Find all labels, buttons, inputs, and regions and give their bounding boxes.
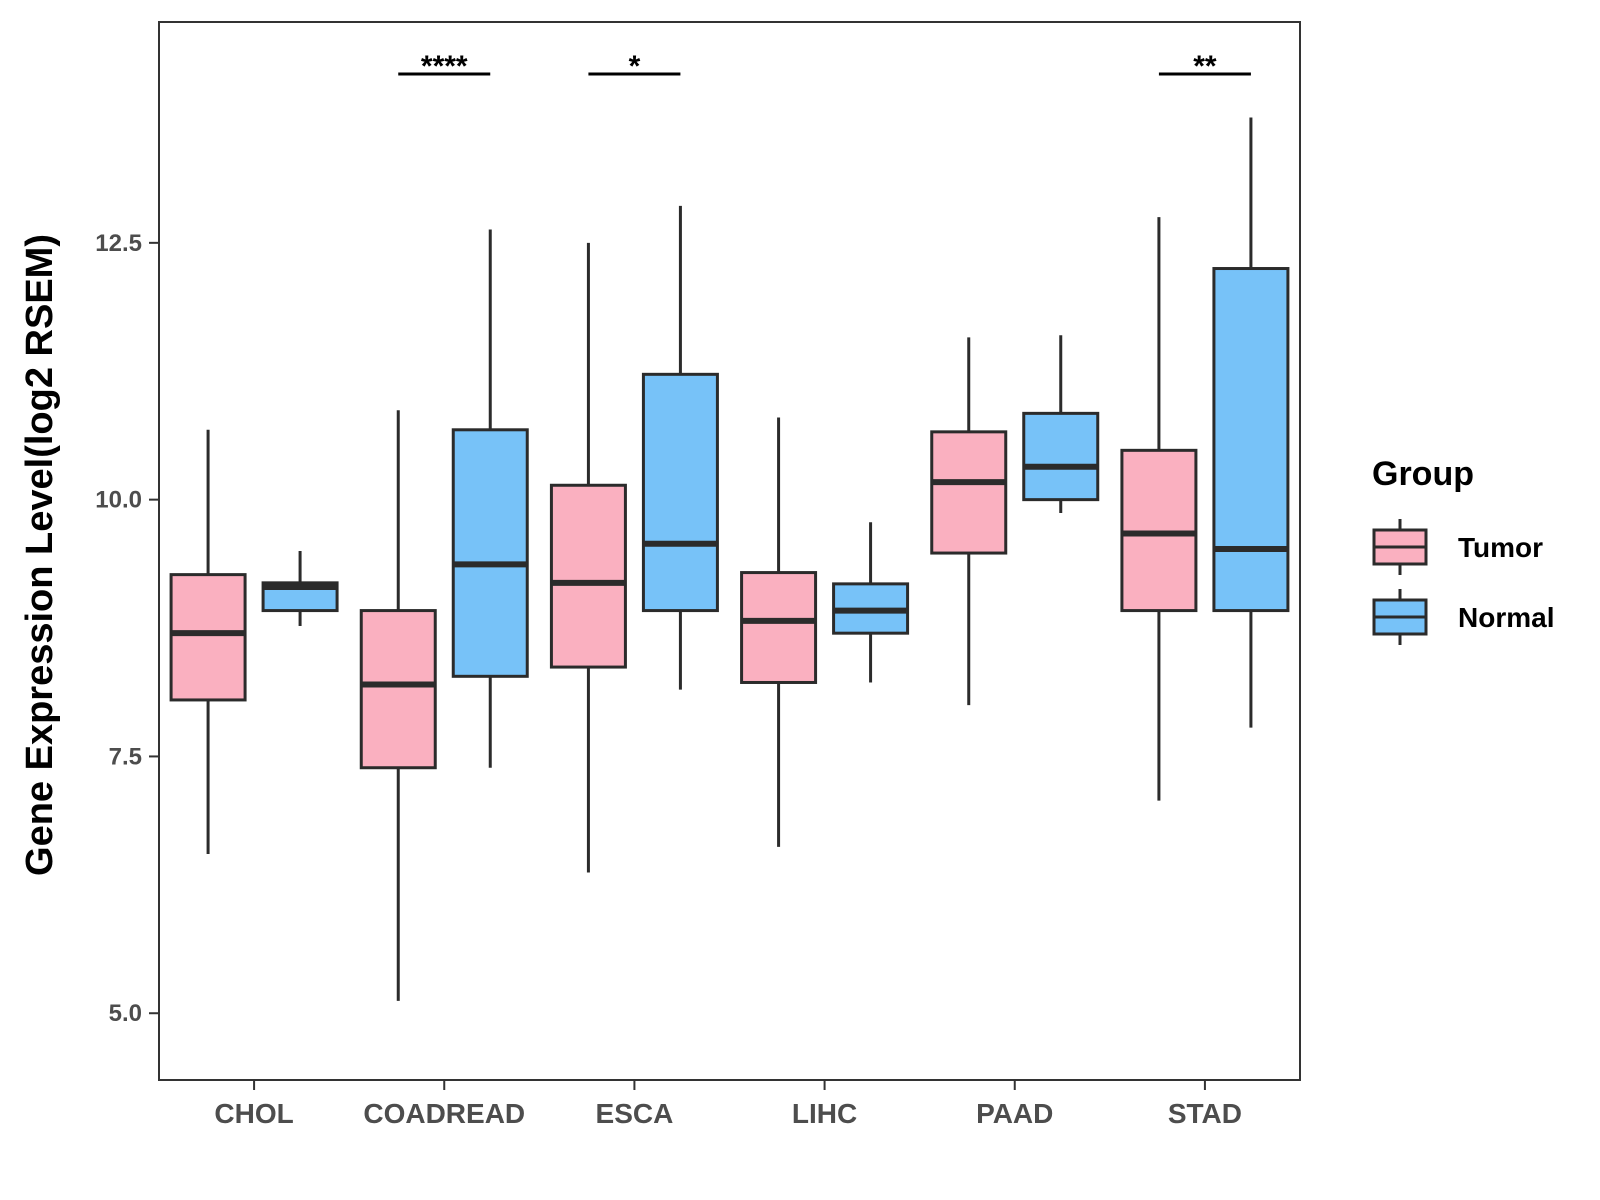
legend-title: Group [1372, 455, 1474, 493]
box-iqr [549, 483, 627, 669]
y-tick-label: 7.5 [109, 743, 142, 770]
box-lihc-normal [832, 522, 910, 683]
legend-label-normal: Normal [1458, 602, 1554, 633]
y-tick-label: 5.0 [109, 1000, 142, 1027]
significance-label: * [629, 50, 641, 83]
box-lihc-tumor [740, 417, 818, 847]
box-iqr [740, 571, 818, 684]
box-series [169, 117, 1290, 1001]
legend: Group Tumor Normal [1372, 455, 1554, 645]
box-iqr [1022, 411, 1100, 502]
box-iqr [1120, 448, 1198, 613]
y-axis-title: Gene Expression Level(log2 RSEM) [19, 234, 61, 876]
box-iqr [1212, 267, 1290, 613]
legend-label-tumor: Tumor [1458, 532, 1543, 563]
box-stad-normal [1212, 117, 1290, 728]
x-tick-label-coadread: COADREAD [363, 1098, 525, 1129]
legend-item-tumor: Tumor [1372, 519, 1543, 575]
significance-label: **** [421, 50, 468, 83]
y-tick-label: 12.5 [95, 230, 142, 257]
box-esca-tumor [549, 242, 627, 873]
box-iqr [169, 573, 247, 702]
x-tick-label-chol: CHOL [214, 1098, 293, 1129]
x-tick-label-lihc: LIHC [792, 1098, 857, 1129]
y-axis: 5.0 7.5 10.0 12.5 [95, 230, 159, 1027]
significance-esca: * [588, 50, 681, 83]
box-coadread-tumor [359, 410, 437, 1001]
box-iqr [930, 430, 1008, 555]
legend-item-normal: Normal [1372, 589, 1554, 645]
box-paad-normal [1022, 335, 1100, 513]
box-chol-normal [261, 551, 339, 626]
box-iqr [359, 609, 437, 770]
significance-label: ** [1193, 50, 1217, 83]
plot-panel [158, 21, 1301, 1081]
box-iqr [641, 372, 719, 613]
box-iqr [451, 428, 529, 678]
box-coadread-normal [451, 229, 529, 768]
box-chol-tumor [169, 429, 247, 855]
y-tick-label: 10.0 [95, 487, 142, 514]
x-tick-label-stad: STAD [1168, 1098, 1242, 1129]
box-paad-tumor [930, 337, 1008, 706]
panel-border [158, 21, 1301, 1081]
significance-coadread: **** [398, 50, 491, 83]
box-stad-tumor [1120, 217, 1198, 801]
x-axis: CHOL COADREAD ESCA LIHC PAAD STAD [214, 1080, 1242, 1129]
x-tick-label-esca: ESCA [596, 1098, 674, 1129]
box-esca-normal [641, 205, 719, 690]
significance-annotations: **** * ** [398, 50, 1251, 83]
x-tick-label-paad: PAAD [976, 1098, 1053, 1129]
significance-stad: ** [1158, 50, 1251, 83]
